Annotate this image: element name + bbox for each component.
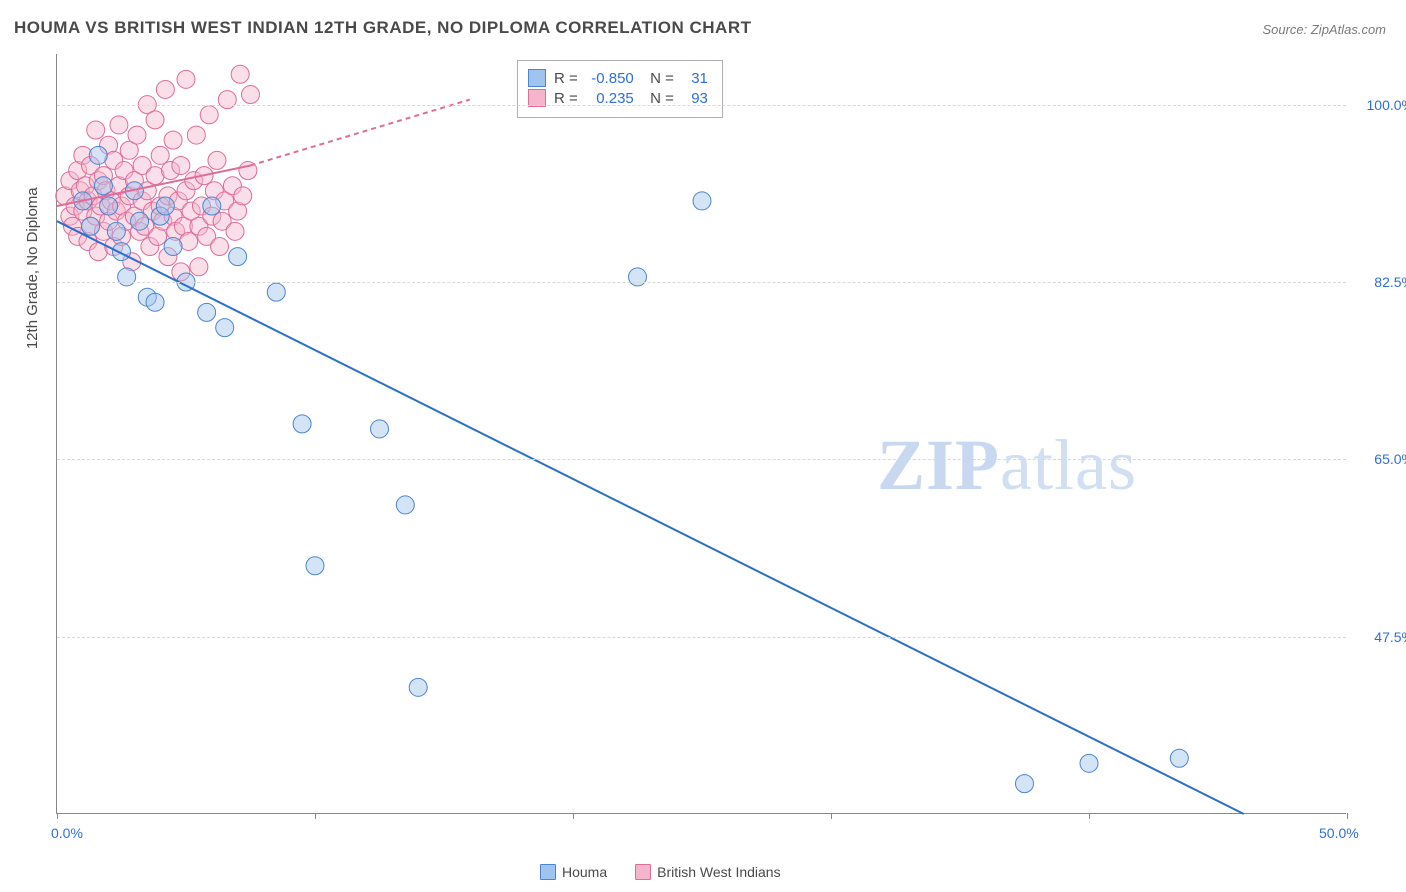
x-tick — [57, 813, 58, 819]
data-point — [128, 126, 146, 144]
data-point — [82, 217, 100, 235]
x-tick-label: 0.0% — [51, 825, 83, 841]
stats-swatch-houma — [528, 69, 546, 87]
data-point — [164, 131, 182, 149]
data-point — [110, 116, 128, 134]
stat-n-label: N = — [642, 70, 674, 87]
data-point — [229, 248, 247, 266]
data-point — [100, 197, 118, 215]
data-point — [146, 111, 164, 129]
trend-line — [57, 221, 1244, 814]
data-point — [164, 238, 182, 256]
data-point — [146, 293, 164, 311]
legend-item-bwi: British West Indians — [635, 864, 780, 880]
data-point — [409, 678, 427, 696]
data-point — [187, 126, 205, 144]
data-point — [177, 70, 195, 88]
data-point — [172, 156, 190, 174]
legend-swatch-houma — [540, 864, 556, 880]
data-point — [267, 283, 285, 301]
data-point — [1016, 775, 1034, 793]
data-point — [190, 258, 208, 276]
y-tick-label: 65.0% — [1374, 451, 1406, 467]
gridline — [57, 105, 1346, 106]
trend-line — [251, 100, 470, 166]
data-point — [226, 222, 244, 240]
x-tick — [831, 813, 832, 819]
x-tick — [1347, 813, 1348, 819]
stat-r-houma: -0.850 — [586, 70, 634, 87]
data-point — [242, 86, 260, 104]
data-point — [234, 187, 252, 205]
chart-plot-area: ZIPatlas R = -0.850 N = 31 R = 0.235 N =… — [56, 54, 1346, 814]
y-tick-label: 82.5% — [1374, 274, 1406, 290]
data-point — [113, 243, 131, 261]
gridline — [57, 637, 1346, 638]
data-point — [131, 212, 149, 230]
data-point — [371, 420, 389, 438]
data-point — [231, 65, 249, 83]
source-attribution: Source: ZipAtlas.com — [1262, 22, 1386, 37]
chart-title: HOUMA VS BRITISH WEST INDIAN 12TH GRADE,… — [14, 18, 752, 38]
data-point — [89, 146, 107, 164]
data-point — [156, 197, 174, 215]
data-point — [293, 415, 311, 433]
data-point — [87, 121, 105, 139]
data-point — [156, 80, 174, 98]
data-point — [151, 146, 169, 164]
data-point — [200, 106, 218, 124]
data-point — [118, 268, 136, 286]
data-point — [1170, 749, 1188, 767]
stat-n-houma: 31 — [682, 70, 708, 87]
gridline — [57, 282, 1346, 283]
data-point — [396, 496, 414, 514]
data-point — [693, 192, 711, 210]
y-axis-title: 12th Grade, No Diploma — [24, 187, 41, 349]
x-tick — [315, 813, 316, 819]
scatter-svg — [57, 54, 1346, 813]
data-point — [208, 151, 226, 169]
legend-label-bwi: British West Indians — [657, 864, 780, 880]
data-point — [107, 222, 125, 240]
data-point — [216, 319, 234, 337]
gridline — [57, 459, 1346, 460]
correlation-stats-box: R = -0.850 N = 31 R = 0.235 N = 93 — [517, 60, 723, 118]
x-tick-label: 50.0% — [1319, 825, 1359, 841]
stats-row-houma: R = -0.850 N = 31 — [528, 69, 708, 87]
x-tick — [573, 813, 574, 819]
data-point — [203, 197, 221, 215]
legend-label-houma: Houma — [562, 864, 607, 880]
bottom-legend: Houma British West Indians — [540, 864, 781, 880]
x-tick — [1089, 813, 1090, 819]
stat-r-label: R = — [554, 70, 578, 87]
legend-item-houma: Houma — [540, 864, 607, 880]
data-point — [218, 91, 236, 109]
data-point — [211, 238, 229, 256]
y-tick-label: 100.0% — [1367, 97, 1406, 113]
data-point — [94, 177, 112, 195]
data-point — [198, 303, 216, 321]
data-point — [306, 557, 324, 575]
data-point — [629, 268, 647, 286]
data-point — [1080, 754, 1098, 772]
legend-swatch-bwi — [635, 864, 651, 880]
y-tick-label: 47.5% — [1374, 629, 1406, 645]
